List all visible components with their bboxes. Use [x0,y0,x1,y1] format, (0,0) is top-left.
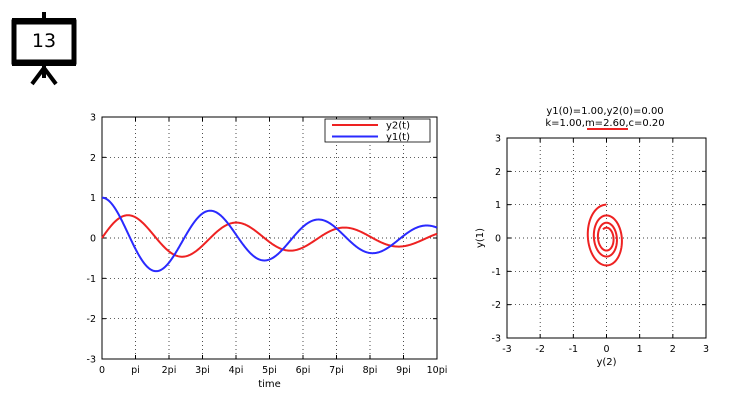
time-x-tick-label: 4pi [229,365,244,376]
slide-icon [11,12,77,86]
legend-box [324,118,431,143]
time-y-tick-label: 2 [90,153,96,164]
phase-x-tick-label: 3 [703,344,709,355]
phase-y-tick-label: -1 [492,267,501,278]
phase-curve [586,203,623,267]
time-x-tick-label: 2pi [162,365,177,376]
phase-y-tick-label: 0 [495,234,501,245]
time-x-tick-label: 10pi [427,365,448,376]
phase-title-line2: k=1.00,m=2.60,c=0.20 [545,118,664,129]
time-x-tick-label: 3pi [195,365,210,376]
phase-y-tick-label: -3 [492,334,501,345]
phase-x-tick-label: -1 [569,344,578,355]
time-y-tick-label: 1 [90,193,96,204]
time-x-tick-label: 6pi [296,365,311,376]
phase-x-tick-label: -3 [502,344,511,355]
time-x-tick-label: 7pi [329,365,344,376]
time-axis-label: time [258,379,281,390]
time-y-tick-label: 3 [90,113,96,124]
phase-x-axis-label: y(2) [596,357,616,368]
time-y-tick-label: 0 [90,234,96,245]
y2-series-line [101,214,438,258]
time-y-tick-label: -2 [87,314,96,325]
time-x-tick-label: 5pi [262,365,277,376]
legend: y2(t) y1(t) [324,118,431,143]
phase-y-tick-label: 1 [495,200,501,211]
time-y-tick-label: -3 [87,355,96,366]
time-x-tick-label: 0 [99,365,105,376]
y1-series-line [101,196,438,273]
phase-y-tick-label: -2 [492,300,501,311]
phase-x-tick-label: -2 [535,344,544,355]
legend-label-y2: y2(t) [386,121,410,132]
phase-x-tick-label: 0 [603,344,609,355]
phase-x-tick-label: 1 [637,344,643,355]
phase-y-tick-label: 3 [495,134,501,145]
phase-plot-chart: y1(0)=1.00,y2(0)=0.00 k=1.00,m=2.60,c=0.… [475,106,709,368]
phase-x-tick-label: 2 [670,344,676,355]
phase-y-axis-label: y(1) [475,228,486,248]
time-y-tick-label: -1 [87,274,96,285]
time-x-tick-label: 9pi [396,365,411,376]
slide-number: 13 [31,30,57,52]
time-x-tick-label: 8pi [363,365,378,376]
phase-title-line1: y1(0)=1.00,y2(0)=0.00 [546,106,663,117]
legend-label-y1: y1(t) [386,132,410,143]
time-x-tick-label: pi [131,365,140,376]
time-series-chart: 0 pi 2pi 3pi 4pi 5pi 6pi 7pi 8pi 9pi 10pi 3 2 1 0 -1 -2 -… [87,113,448,391]
phase-y-tick-label: 2 [495,167,501,178]
